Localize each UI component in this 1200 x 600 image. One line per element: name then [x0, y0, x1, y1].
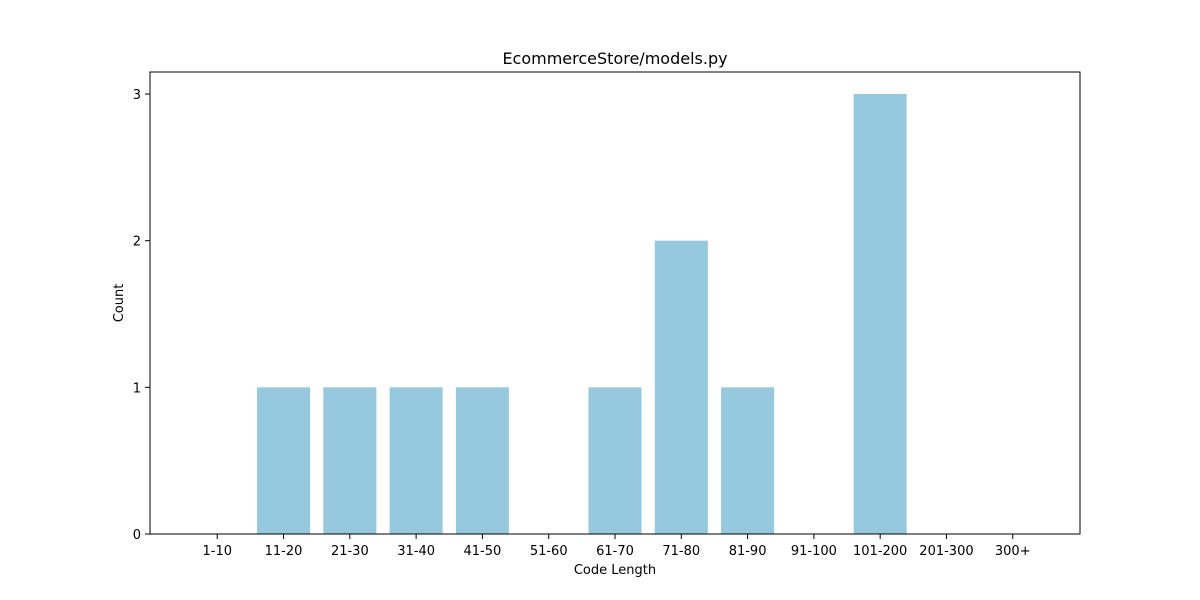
- bar-61-70: [588, 387, 642, 534]
- chart-title: EcommerceStore/models.py: [502, 49, 727, 68]
- x-tick-label: 300+: [995, 544, 1031, 559]
- x-tick-label: 51-60: [530, 544, 568, 559]
- y-tick-label: 0: [133, 528, 141, 543]
- x-tick-label: 91-100: [791, 544, 837, 559]
- bar-31-40: [389, 387, 443, 534]
- x-tick-label: 11-20: [265, 544, 303, 559]
- x-tick-label: 71-80: [662, 544, 700, 559]
- y-tick-label: 2: [133, 235, 141, 250]
- bar-101-200: [853, 94, 907, 534]
- x-tick-label: 201-300: [919, 544, 973, 559]
- bar-71-80: [654, 240, 708, 534]
- x-tick-label: 61-70: [596, 544, 634, 559]
- x-tick-label: 101-200: [853, 544, 907, 559]
- y-tick-label: 3: [133, 88, 141, 103]
- y-axis: 0 1 2 3: [133, 88, 150, 543]
- x-axis-label: Code Length: [574, 563, 656, 578]
- x-tick-label: 81-90: [729, 544, 767, 559]
- x-tick-label: 31-40: [397, 544, 435, 559]
- bars-group: [257, 94, 907, 534]
- bar-21-30: [323, 387, 377, 534]
- y-tick-label: 1: [133, 381, 141, 396]
- x-tick-label: 1-10: [202, 544, 232, 559]
- bar-41-50: [455, 387, 509, 534]
- y-axis-label: Count: [112, 284, 127, 323]
- x-tick-label: 21-30: [331, 544, 369, 559]
- bar-81-90: [721, 387, 775, 534]
- bar-11-20: [257, 387, 311, 534]
- x-tick-label: 41-50: [464, 544, 502, 559]
- x-axis: 1-10 11-20 21-30 31-40 41-50 51-60 61-70 71-80 8…: [202, 534, 1031, 559]
